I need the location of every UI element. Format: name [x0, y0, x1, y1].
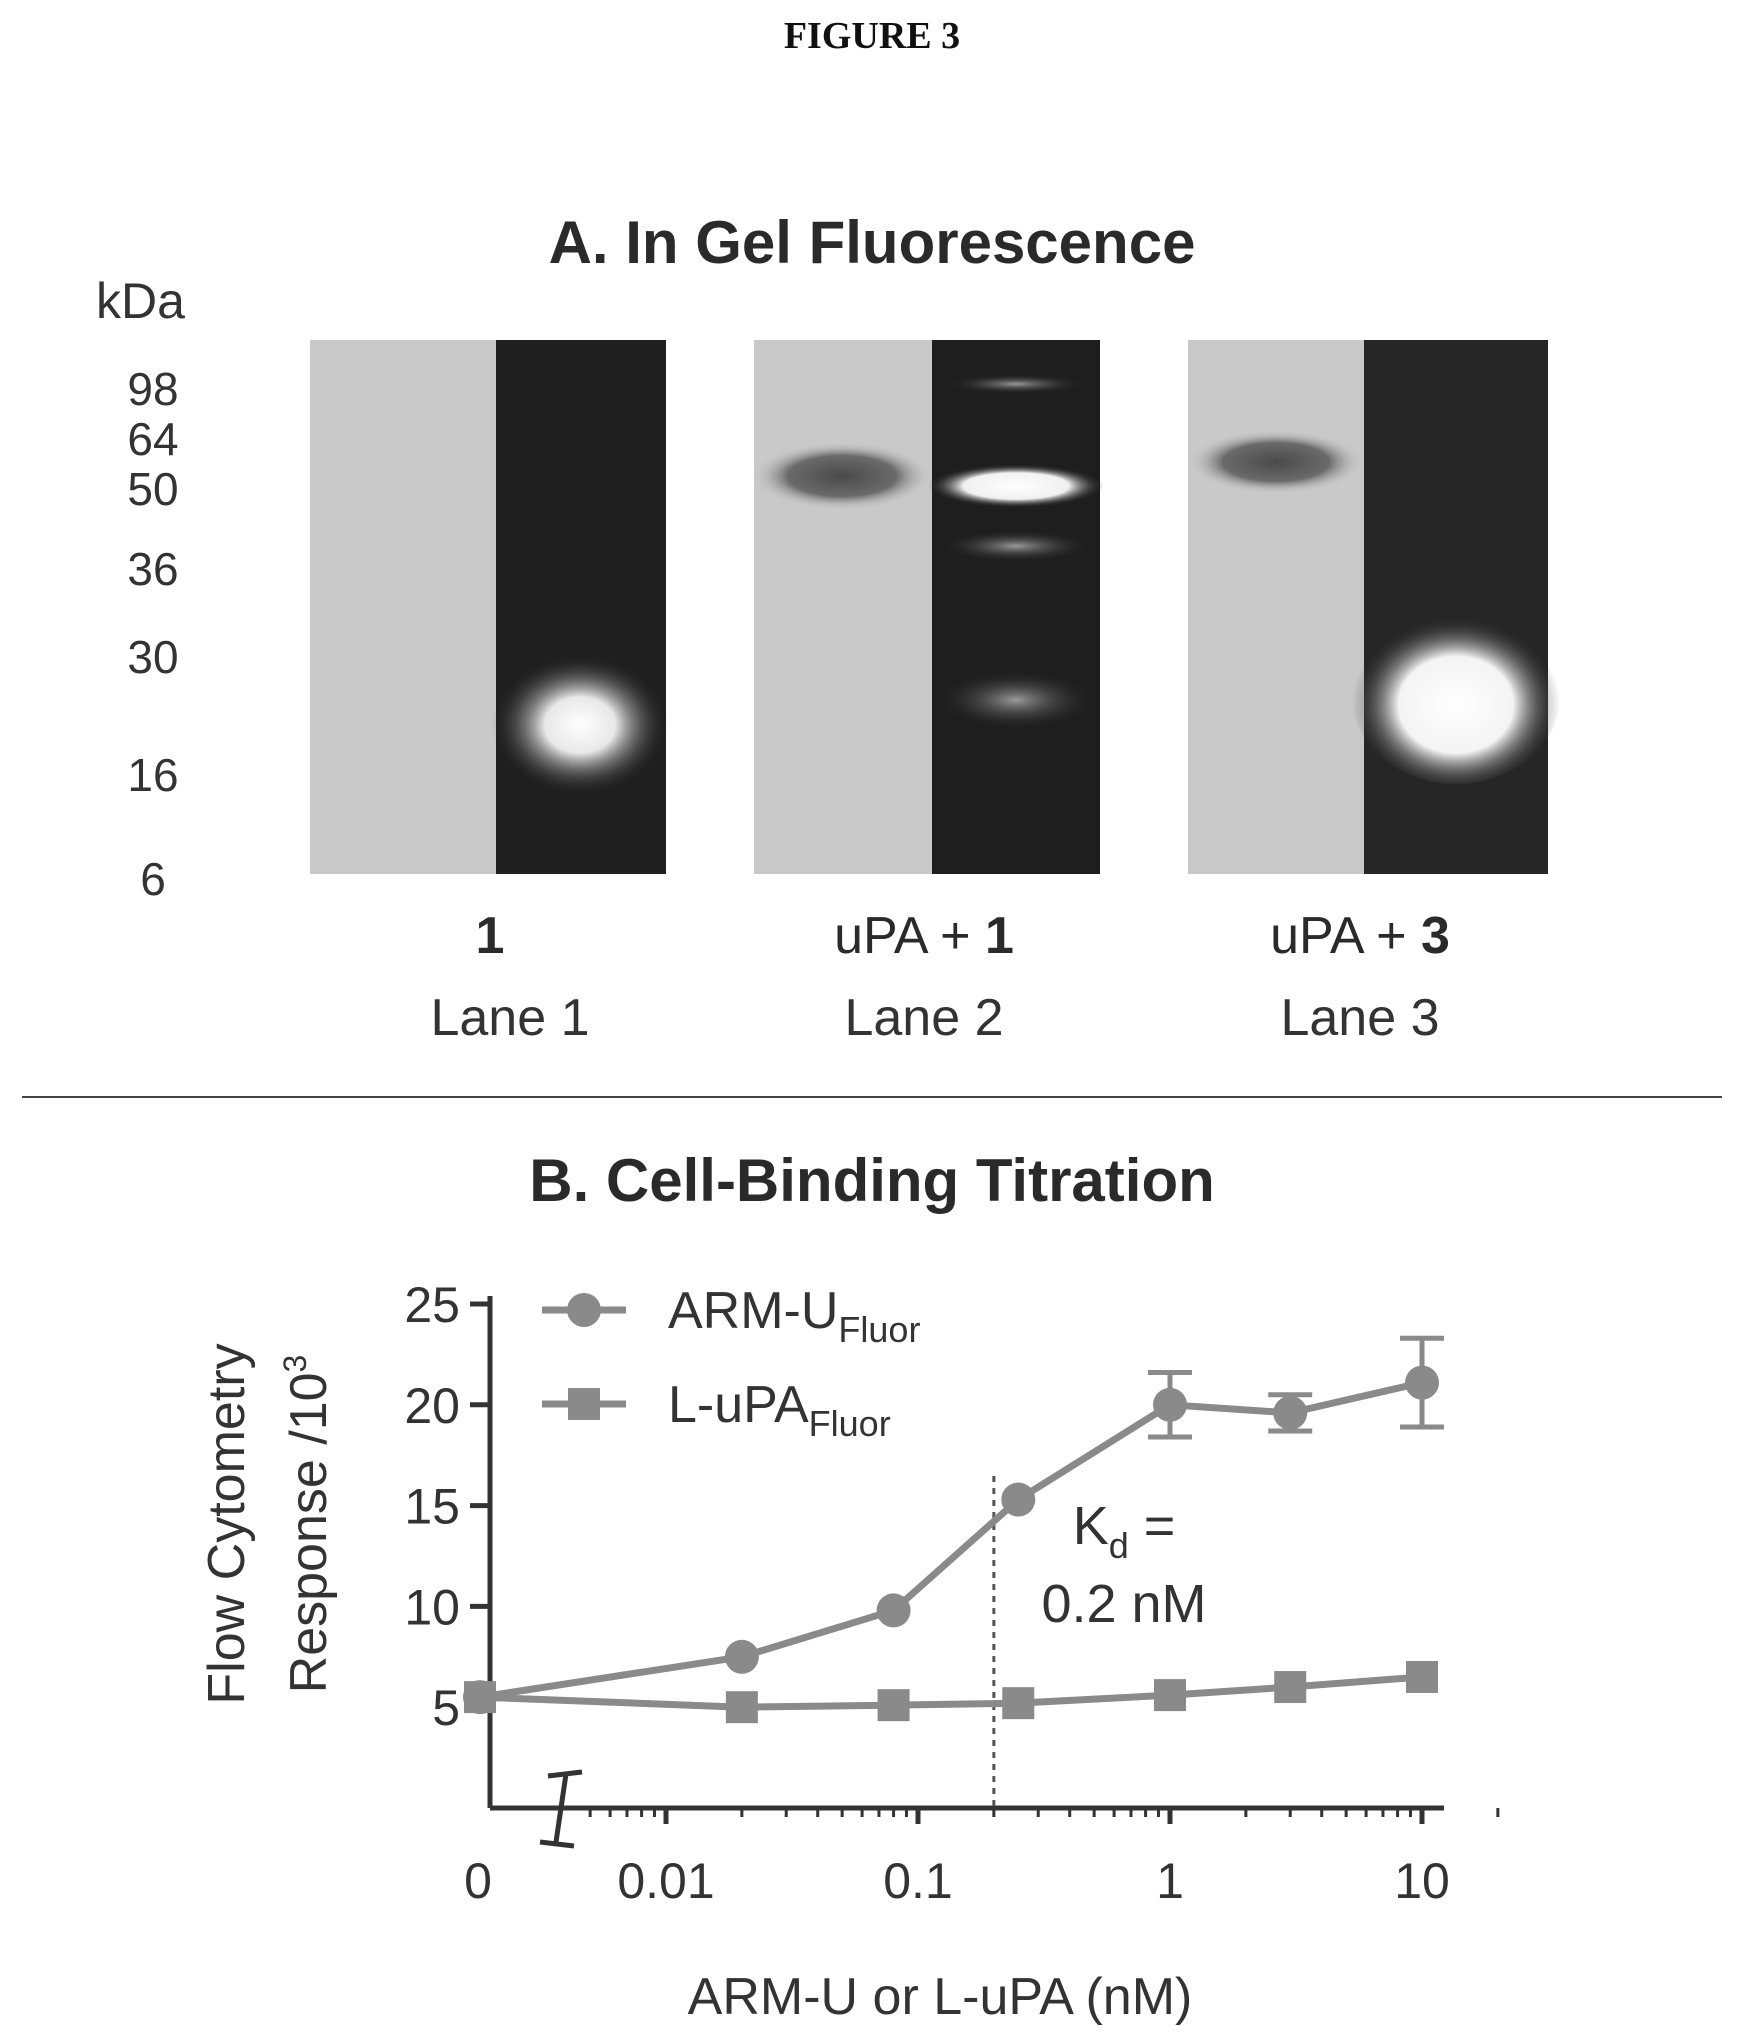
lane-3-sample: uPA + 3	[1270, 907, 1450, 965]
lane-1-sample: 1	[475, 907, 505, 965]
lane-1-band	[492, 655, 668, 795]
x-tick-label-0: 0	[464, 1853, 492, 1909]
kda-label: kDa	[96, 273, 185, 329]
kd-annotation-line1: Kd =	[1073, 1496, 1176, 1566]
data-point-square	[1002, 1687, 1035, 1720]
y-axis-label-line1: Flow Cytometry	[198, 1343, 256, 1704]
x-tick-label-1: 1	[1156, 1853, 1184, 1909]
lane-1-label: Lane 1	[430, 989, 590, 1047]
x-tick-label-10: 10	[1394, 1853, 1450, 1909]
data-point-circle	[876, 1593, 911, 1628]
lane-2-band-low	[936, 670, 1096, 730]
data-point-square	[1154, 1679, 1186, 1712]
x-tick-label-0.1: 0.1	[883, 1853, 953, 1909]
mw-marker-6: 6	[140, 853, 166, 905]
y-tick-label-25: 25	[404, 1277, 460, 1333]
lane-2-fluorescence	[932, 340, 1100, 874]
lane-3-coomassie	[1188, 340, 1364, 874]
x-axis-label: ARM-U or L-uPA (nM)	[688, 1968, 1193, 2026]
data-point-square	[877, 1689, 910, 1722]
data-point-square	[725, 1691, 758, 1724]
y-axis-label-line2: Response /103	[277, 1355, 338, 1694]
data-point-square	[1274, 1671, 1307, 1704]
legend-label-1: L-uPAFluor	[668, 1376, 891, 1444]
mw-marker-50: 50	[127, 463, 179, 515]
y-tick-label-15: 15	[404, 1479, 460, 1535]
lane-2-sample: uPA + 1	[834, 907, 1014, 965]
gel-image	[310, 340, 1560, 874]
lane-3-label: Lane 3	[1280, 989, 1440, 1047]
mw-marker-16: 16	[127, 749, 179, 801]
y-tick-label-10: 10	[404, 1579, 460, 1635]
data-point-circle	[1153, 1387, 1187, 1422]
data-point-circle	[1273, 1395, 1308, 1430]
lane-2-band-faint-top	[946, 374, 1086, 394]
lane-3-band	[1352, 608, 1560, 784]
panel-divider	[22, 1096, 1722, 1098]
y-tick-label-5: 5	[432, 1680, 460, 1736]
y-tick-label-20: 20	[404, 1378, 460, 1434]
x-tick-label-0.01: 0.01	[617, 1853, 714, 1909]
legend-label-0: ARM-UFluor	[668, 1282, 920, 1350]
axis-break-bottom	[539, 1839, 575, 1849]
lane-3-stain-band	[1188, 430, 1364, 494]
mw-marker-30: 30	[127, 631, 179, 683]
lane-3-fluorescence	[1364, 340, 1548, 874]
data-point-circle	[1001, 1482, 1036, 1517]
data-point-square	[1406, 1660, 1438, 1693]
legend-marker-circle	[567, 1293, 601, 1327]
kd-annotation-line2: 0.2 nM	[1041, 1574, 1206, 1634]
data-point-circle	[724, 1639, 759, 1674]
lane-2-band-mid	[940, 530, 1092, 562]
panel-b-title: B. Cell-Binding Titration	[529, 1147, 1215, 1214]
lane-1-coomassie	[310, 340, 496, 874]
figure-title: FIGURE 3	[783, 15, 961, 57]
lane-2-coomassie	[754, 340, 932, 874]
mw-marker-64: 64	[127, 413, 179, 465]
axis-break-stem	[553, 1773, 569, 1843]
panel-a-title: A. In Gel Fluorescence	[548, 209, 1196, 276]
data-point-square	[464, 1681, 496, 1714]
legend-marker-square	[568, 1388, 600, 1420]
lane-2-band-bright	[928, 464, 1104, 508]
mw-marker-36: 36	[127, 543, 179, 595]
lane-2-label: Lane 2	[844, 989, 1004, 1047]
lane-2-stain-band	[752, 442, 932, 510]
mw-marker-98: 98	[127, 363, 179, 415]
data-point-circle	[1405, 1365, 1439, 1400]
